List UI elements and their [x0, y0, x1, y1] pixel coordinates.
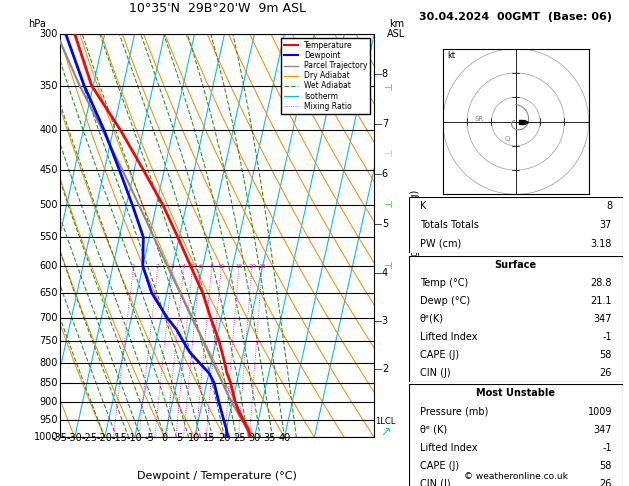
Text: θᵉ(K): θᵉ(K) [420, 314, 443, 324]
Text: 550: 550 [40, 232, 58, 242]
Text: CAPE (J): CAPE (J) [420, 350, 459, 360]
Text: 1: 1 [131, 264, 136, 269]
Text: 5: 5 [177, 434, 182, 443]
Text: 4: 4 [382, 268, 388, 278]
Text: 21.1: 21.1 [591, 296, 612, 306]
Text: 3: 3 [382, 316, 388, 326]
Text: 26: 26 [599, 368, 612, 378]
Text: Dewp (°C): Dewp (°C) [420, 296, 470, 306]
Text: 3.18: 3.18 [591, 239, 612, 249]
Text: ASL: ASL [387, 29, 406, 39]
Text: 15: 15 [235, 264, 243, 269]
Text: 950: 950 [40, 415, 58, 425]
Text: 6: 6 [382, 169, 388, 179]
Text: Mixing Ratio (g/kg): Mixing Ratio (g/kg) [410, 190, 420, 282]
Text: ⊣: ⊣ [384, 149, 392, 158]
Text: 347: 347 [594, 425, 612, 435]
Text: 30: 30 [248, 434, 260, 443]
Text: 28.8: 28.8 [591, 278, 612, 288]
Text: -25: -25 [82, 434, 97, 443]
Text: -1: -1 [603, 332, 612, 342]
Text: -30: -30 [67, 434, 82, 443]
Text: 26: 26 [599, 479, 612, 486]
Text: kt: kt [448, 52, 456, 60]
Text: -1: -1 [603, 443, 612, 453]
Text: 7: 7 [382, 120, 388, 129]
Text: -15: -15 [112, 434, 128, 443]
Text: © weatheronline.co.uk: © weatheronline.co.uk [464, 472, 568, 481]
Text: 10: 10 [218, 264, 225, 269]
Text: SR: SR [475, 116, 484, 122]
Text: -5: -5 [145, 434, 155, 443]
Text: CIN (J): CIN (J) [420, 368, 450, 378]
Text: Pressure (mb): Pressure (mb) [420, 407, 488, 417]
Text: 0: 0 [162, 434, 168, 443]
Text: 500: 500 [40, 200, 58, 210]
Text: 25: 25 [259, 264, 266, 269]
Text: 2: 2 [382, 364, 388, 374]
Text: 30.04.2024  00GMT  (Base: 06): 30.04.2024 00GMT (Base: 06) [420, 12, 612, 22]
Text: 58: 58 [599, 350, 612, 360]
Text: 850: 850 [40, 378, 58, 388]
Text: 650: 650 [40, 288, 58, 298]
Text: -10: -10 [127, 434, 143, 443]
Text: PW (cm): PW (cm) [420, 239, 461, 249]
Text: 5: 5 [191, 264, 195, 269]
Text: Most Unstable: Most Unstable [476, 388, 555, 399]
Text: 5: 5 [382, 219, 388, 229]
Text: 37: 37 [599, 220, 612, 230]
Text: 300: 300 [40, 29, 58, 39]
Text: 900: 900 [40, 397, 58, 407]
Text: 600: 600 [40, 261, 58, 271]
Text: 20: 20 [248, 264, 256, 269]
Text: 25: 25 [233, 434, 246, 443]
Text: 800: 800 [40, 358, 58, 367]
Text: θᵉ (K): θᵉ (K) [420, 425, 447, 435]
Text: ⊣: ⊣ [384, 84, 392, 93]
Text: CAPE (J): CAPE (J) [420, 461, 459, 471]
Text: CIN (J): CIN (J) [420, 479, 450, 486]
Text: Surface: Surface [495, 260, 537, 270]
Text: 6: 6 [198, 264, 202, 269]
Text: 40: 40 [278, 434, 291, 443]
Text: 15: 15 [203, 434, 216, 443]
Text: 1000: 1000 [34, 433, 58, 442]
Text: -20: -20 [97, 434, 113, 443]
Legend: Temperature, Dewpoint, Parcel Trajectory, Dry Adiabat, Wet Adiabat, Isotherm, Mi: Temperature, Dewpoint, Parcel Trajectory… [281, 38, 370, 114]
Text: 8: 8 [382, 69, 388, 79]
Text: Temp (°C): Temp (°C) [420, 278, 468, 288]
Text: ⊣: ⊣ [384, 261, 392, 271]
Text: hPa: hPa [28, 19, 46, 29]
Text: Lifted Index: Lifted Index [420, 332, 477, 342]
Text: Lifted Index: Lifted Index [420, 443, 477, 453]
Text: Dewpoint / Temperature (°C): Dewpoint / Temperature (°C) [137, 471, 297, 482]
Text: 35: 35 [263, 434, 276, 443]
Text: 400: 400 [40, 125, 58, 136]
Text: 3: 3 [171, 264, 175, 269]
Text: 58: 58 [599, 461, 612, 471]
Text: 2: 2 [156, 264, 160, 269]
Text: Q: Q [505, 136, 510, 142]
Text: K: K [420, 201, 426, 211]
Text: 8: 8 [210, 264, 214, 269]
Text: 347: 347 [594, 314, 612, 324]
Text: 700: 700 [40, 313, 58, 323]
Text: Totals Totals: Totals Totals [420, 220, 479, 230]
Text: 20: 20 [218, 434, 231, 443]
Text: 450: 450 [40, 165, 58, 175]
Text: 350: 350 [40, 81, 58, 91]
Text: ↗: ↗ [381, 426, 391, 439]
Text: 1009: 1009 [587, 407, 612, 417]
Text: ⊣: ⊣ [384, 200, 392, 210]
Text: 1LCL: 1LCL [375, 417, 395, 427]
Text: 10: 10 [189, 434, 201, 443]
Text: 750: 750 [40, 336, 58, 346]
Text: -35: -35 [52, 434, 68, 443]
Text: km: km [389, 19, 404, 29]
Text: 4: 4 [182, 264, 186, 269]
Text: 10°35'N  29B°20'W  9m ASL: 10°35'N 29B°20'W 9m ASL [128, 1, 306, 15]
Text: 8: 8 [606, 201, 612, 211]
